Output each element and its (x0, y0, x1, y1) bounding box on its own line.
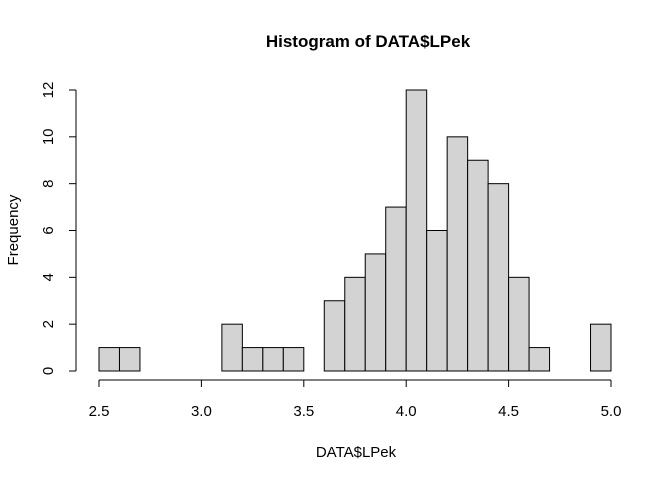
histogram-bar (487, 183, 510, 372)
histogram-bar (508, 276, 530, 372)
histogram-bar (426, 230, 448, 372)
x-axis-label: DATA$LPek (316, 444, 397, 461)
histogram-bar (118, 347, 141, 372)
x-tick-label: 5.0 (601, 403, 622, 420)
y-tick-label: 4 (40, 273, 57, 281)
histogram-bar (98, 347, 120, 372)
histogram-bar (323, 300, 346, 372)
y-axis: 0 2 4 6 8 10 12 (40, 82, 77, 375)
bars-group (98, 89, 612, 372)
histogram-bar (528, 347, 551, 372)
chart-title: Histogram of DATA$LPek (266, 32, 471, 51)
x-tick-label: 4.0 (396, 403, 417, 420)
histogram-bar (385, 206, 407, 372)
y-tick-label: 8 (40, 179, 57, 187)
x-tick-label: 2.5 (89, 403, 110, 420)
y-tick-label: 12 (40, 82, 57, 99)
y-tick-label: 6 (40, 226, 57, 234)
histogram-bar (590, 323, 612, 372)
histogram-bar (282, 347, 305, 372)
y-axis-label: Frequency (5, 194, 22, 265)
y-tick-label: 0 (40, 367, 57, 375)
x-tick-label: 3.5 (293, 403, 314, 420)
histogram-bar (364, 253, 387, 372)
y-tick-label: 10 (40, 128, 57, 145)
histogram-bar (241, 347, 264, 372)
histogram-bar (344, 276, 366, 372)
histogram-bar (446, 136, 469, 372)
histogram-bar (262, 347, 284, 372)
histogram-bar (467, 159, 489, 372)
histogram-bar (405, 89, 428, 372)
x-axis: 2.5 3.0 3.5 4.0 4.5 5.0 (89, 379, 622, 420)
histogram-bar (221, 323, 243, 372)
x-tick-label: 3.0 (191, 403, 212, 420)
y-tick-label: 2 (40, 320, 57, 328)
x-tick-label: 4.5 (498, 403, 519, 420)
